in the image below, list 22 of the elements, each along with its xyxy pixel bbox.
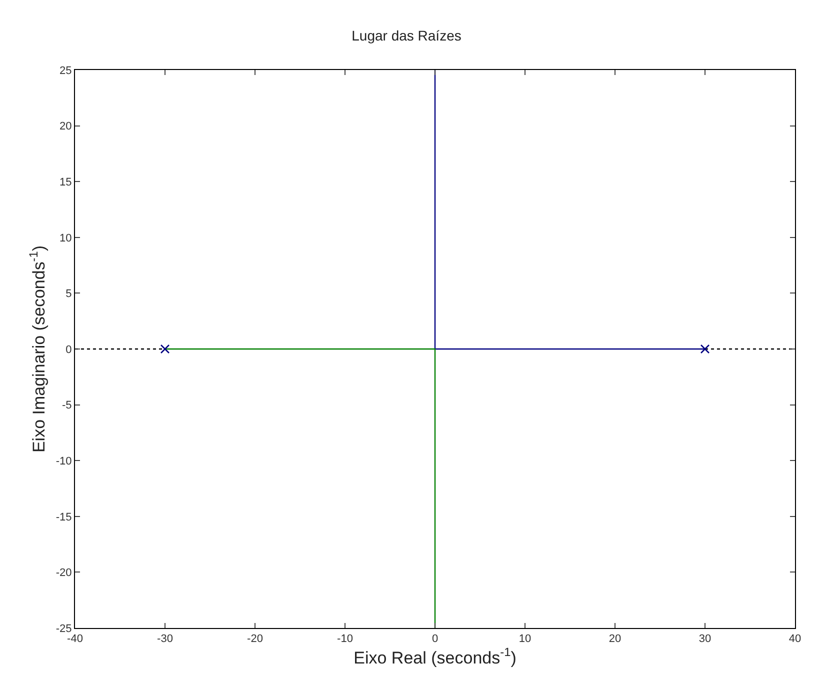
x-axis-title: Eixo Real (seconds$^{-1}$) xyxy=(354,645,516,668)
y-tick-label: -25 xyxy=(56,622,72,635)
y-tick-label: 25 xyxy=(60,64,72,77)
x-tick-label: 30 xyxy=(698,633,712,646)
x-tick-label: -40 xyxy=(67,633,83,646)
y-tick-label: -15 xyxy=(56,511,72,524)
x-tick-label: 0 xyxy=(432,633,438,646)
x-tick-label: -20 xyxy=(247,633,263,646)
y-tick-label: 20 xyxy=(60,120,72,133)
y-tick-label: 0 xyxy=(66,344,72,356)
y-tick-label: 5 xyxy=(66,288,72,300)
x-tick-label: 10 xyxy=(518,633,532,646)
y-tick-label: -5 xyxy=(62,400,72,412)
x-tick-label: 20 xyxy=(608,633,622,646)
y-tick-label: 15 xyxy=(60,176,72,188)
y-tick-label: 10 xyxy=(60,232,72,244)
x-tick-label: 40 xyxy=(788,633,802,646)
chart-title: Lugar das Raízes xyxy=(352,28,462,44)
x-tick-label: -30 xyxy=(157,633,173,646)
y-tick-label: -10 xyxy=(56,455,72,468)
x-tick-label: -10 xyxy=(337,633,353,646)
y-tick-label: -20 xyxy=(56,567,72,580)
